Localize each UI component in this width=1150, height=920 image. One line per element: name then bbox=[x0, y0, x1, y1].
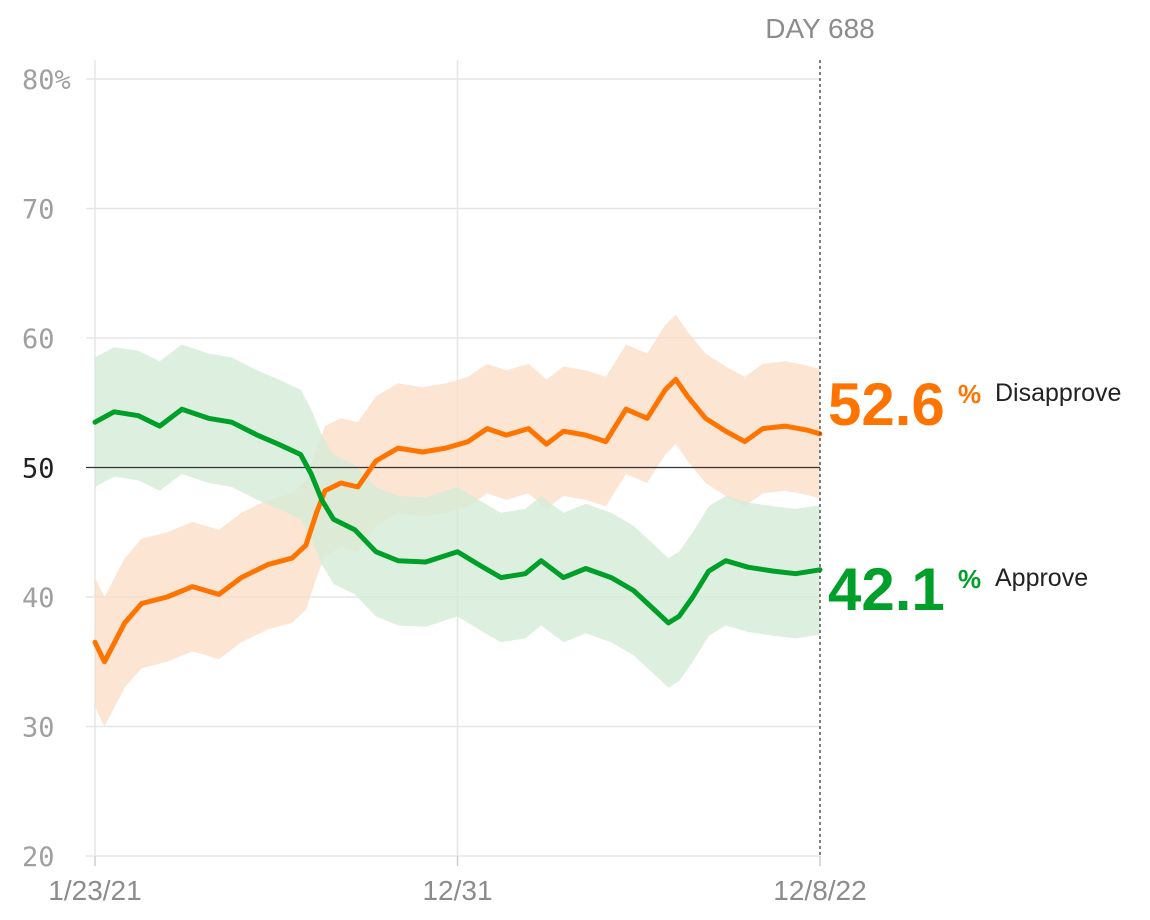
band-disapprove bbox=[95, 314, 820, 727]
x-tick-label: 1/23/21 bbox=[48, 875, 141, 906]
x-tick-label: 12/31 bbox=[422, 875, 492, 906]
x-axis: 1/23/21 12/31 12/8/22 bbox=[48, 856, 867, 906]
line-approve bbox=[92, 406, 823, 626]
y-tick-label: 50 bbox=[22, 454, 55, 485]
y-tick-label: 30 bbox=[22, 713, 55, 744]
line-disapprove bbox=[92, 376, 823, 665]
band-approve bbox=[95, 344, 820, 688]
current-value-disapprove: 52.6 bbox=[828, 371, 945, 438]
percent-sign-approve: % bbox=[958, 564, 981, 594]
y-tick-label: 80% bbox=[22, 65, 71, 96]
current-value-approve: 42.1 bbox=[828, 556, 945, 623]
x-tick-label: 12/8/22 bbox=[773, 875, 866, 906]
uncertainty-bands bbox=[95, 314, 820, 727]
y-tick-label: 70 bbox=[22, 195, 55, 226]
series-label-disapprove: Disapprove bbox=[995, 379, 1121, 407]
percent-sign-disapprove: % bbox=[958, 379, 981, 409]
y-tick-label: 60 bbox=[22, 324, 55, 355]
end-labels: 52.6% Disapprove 42.1% Approve bbox=[828, 371, 1121, 623]
y-axis: 20 30 40 50 60 70 80% bbox=[22, 65, 71, 873]
y-tick-label: 40 bbox=[22, 583, 55, 614]
y-tick-label: 20 bbox=[22, 842, 55, 873]
series-lines bbox=[92, 376, 823, 665]
current-day-label: DAY 688 bbox=[765, 13, 874, 44]
series-label-approve: Approve bbox=[995, 564, 1088, 592]
